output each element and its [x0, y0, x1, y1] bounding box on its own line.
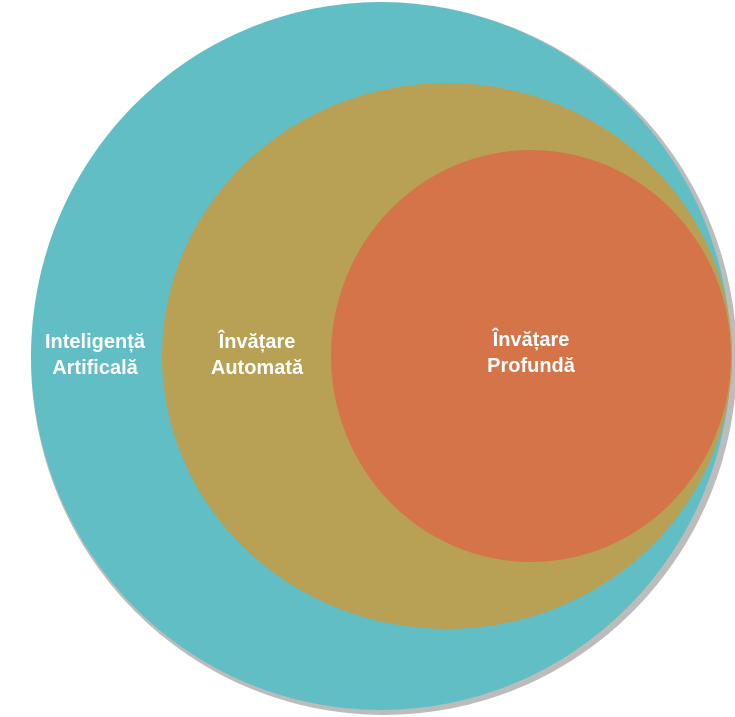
dl-label-line-2: Profundă [487, 355, 575, 377]
ml-label: Învățare Automată [192, 329, 322, 381]
ai-label-line-1: Inteligență [44, 331, 145, 353]
ai-label-line-2: Artificală [52, 357, 138, 379]
dl-label: Învățare Profundă [466, 327, 596, 379]
dl-label-line-1: Învățare [492, 329, 570, 351]
ml-label-line-2: Automată [210, 357, 304, 379]
ml-label-line-1: Învățare [218, 331, 296, 353]
dl-circle [331, 150, 731, 562]
ai-label: Inteligență Artificală [30, 329, 160, 381]
